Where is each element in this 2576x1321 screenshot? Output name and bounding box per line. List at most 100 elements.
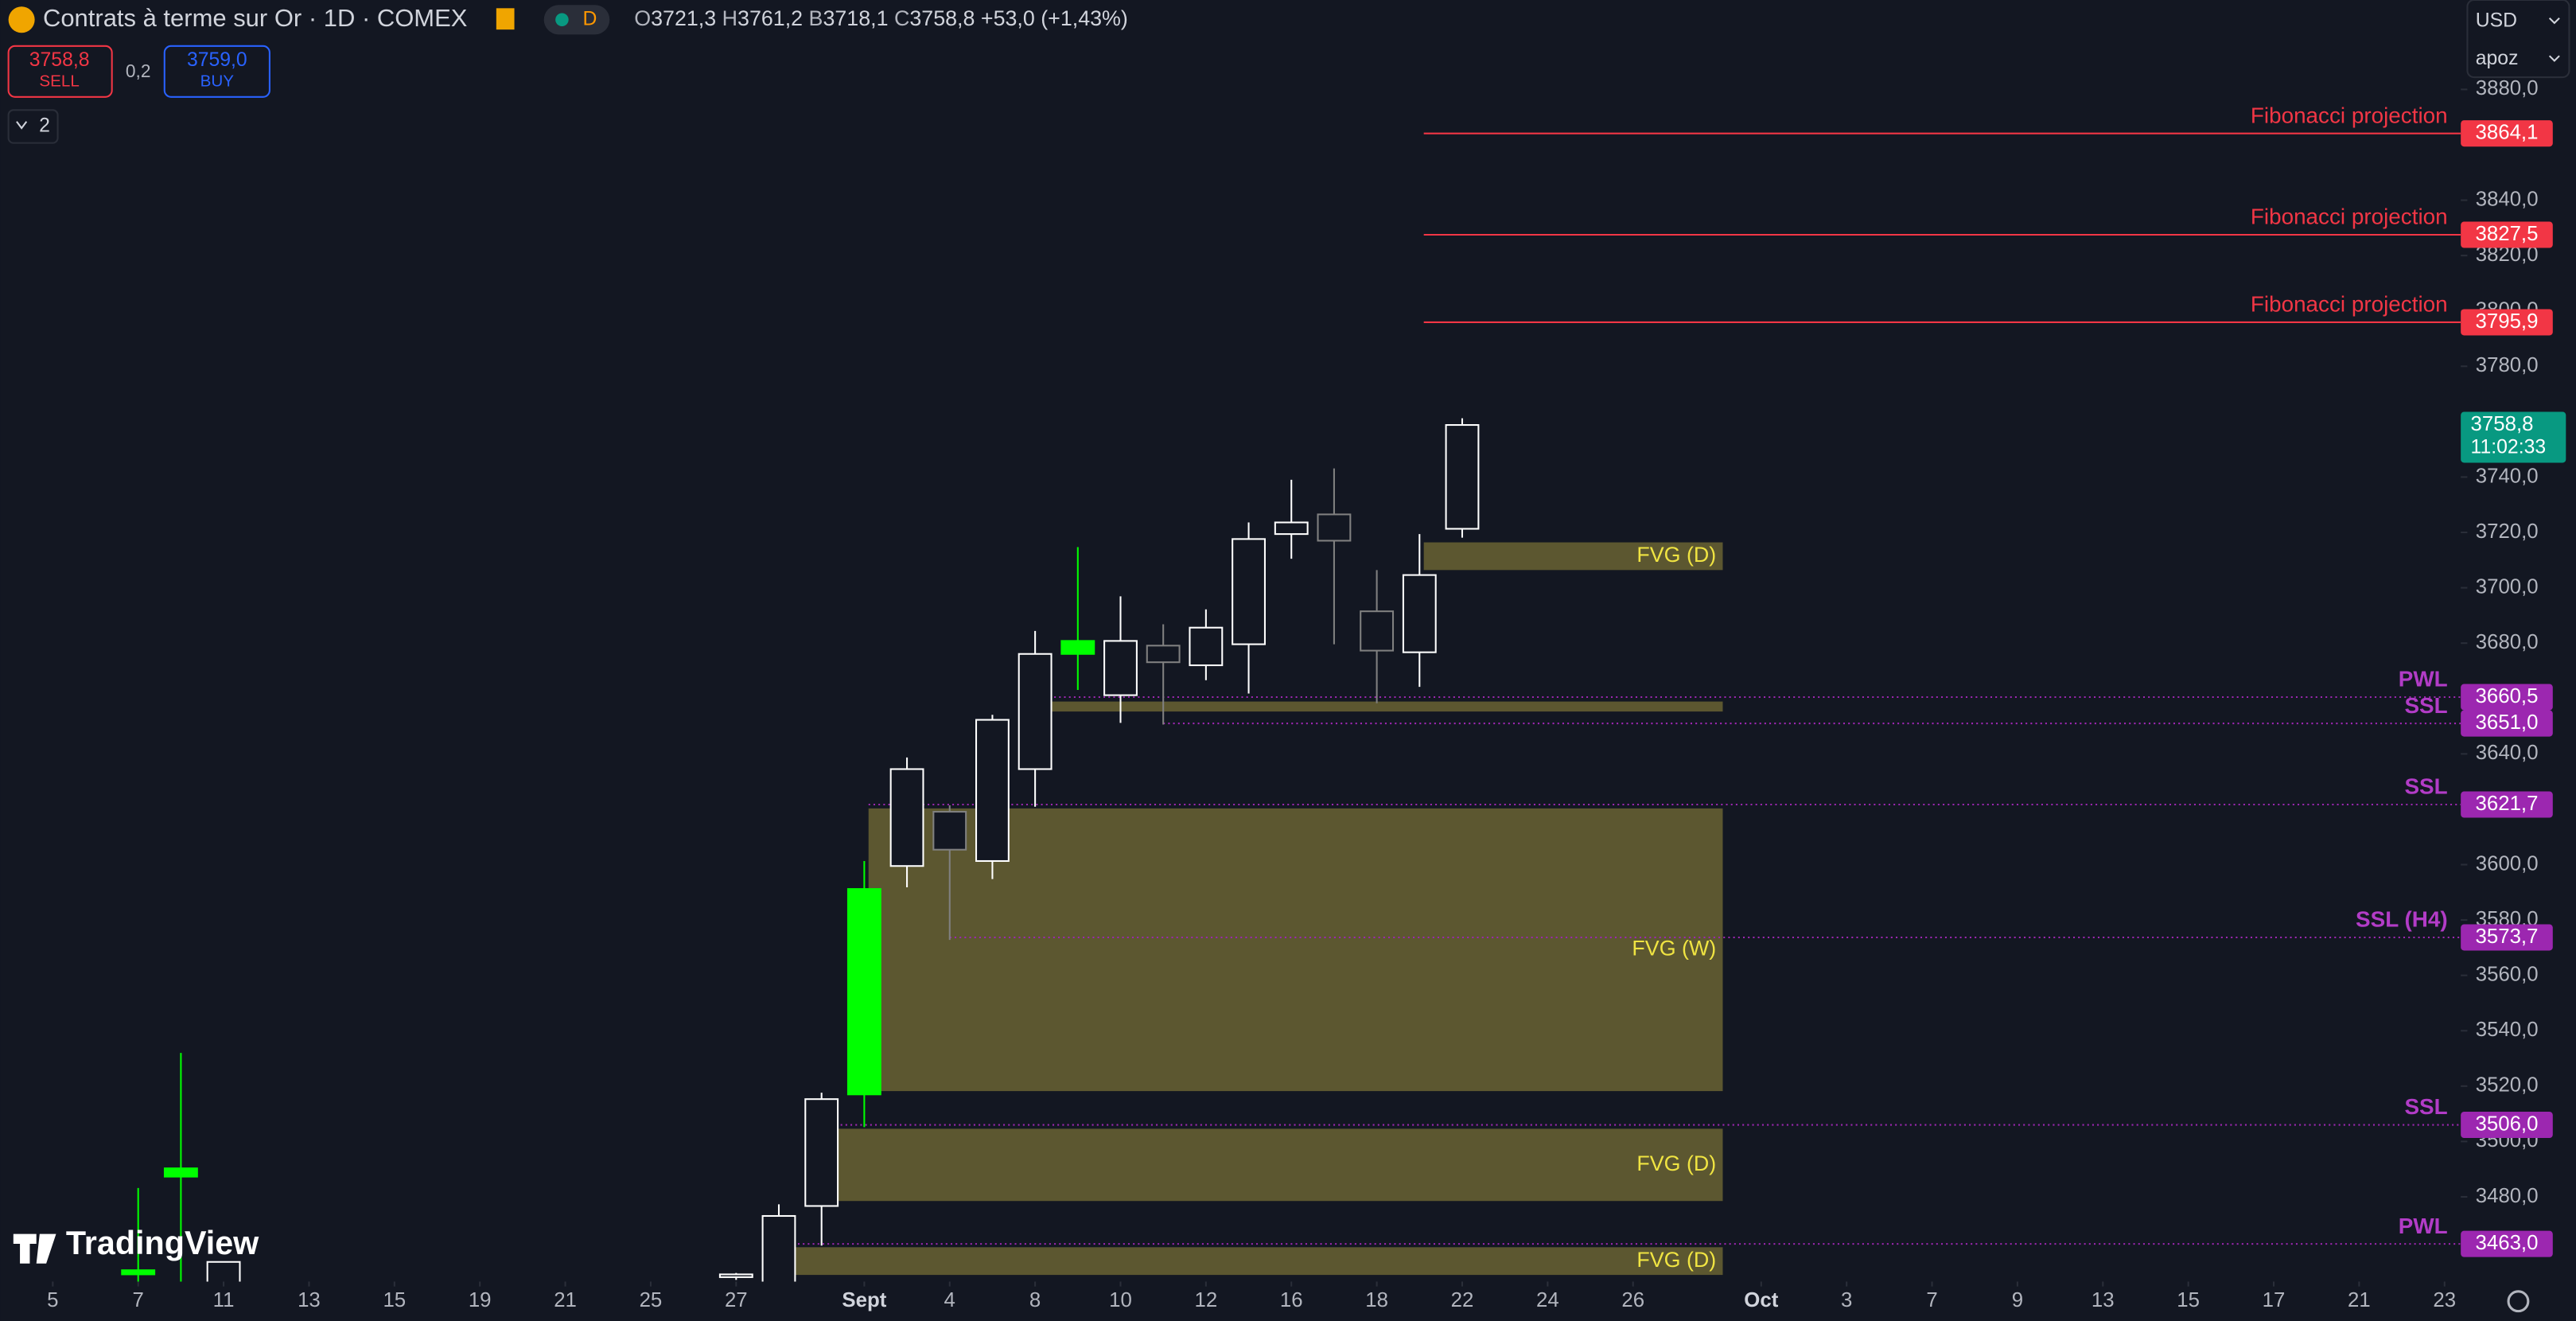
x-tick-label: 24 [1536, 1289, 1559, 1311]
ohlc-key: C [894, 6, 909, 30]
price-flag-label: 3795,9 [2476, 310, 2539, 333]
candle-body [718, 1273, 753, 1278]
price-flag [2461, 684, 2553, 711]
level-name: SSL [2404, 1094, 2447, 1119]
fvg-zone [783, 1247, 1723, 1276]
interval-badge: D [583, 8, 597, 29]
y-tick-label: 3720,0 [2476, 520, 2539, 543]
logo-mark [13, 1233, 56, 1264]
candle-body [846, 888, 881, 1096]
y-tick-label: 3520,0 [2476, 1074, 2539, 1097]
indicators-count: 2 [39, 115, 50, 137]
price-flag-label: 3506,0 [2476, 1113, 2539, 1135]
sell-button[interactable] [7, 45, 113, 98]
chevron [16, 121, 28, 130]
x-tick-label: 17 [2263, 1289, 2286, 1311]
logo: TradingView [66, 1225, 259, 1261]
x-tick-label: 4 [944, 1289, 955, 1311]
last-price-label: 3758,8 [2471, 413, 2534, 435]
price-flag-label: 3651,0 [2476, 711, 2539, 734]
price-flag [2461, 309, 2553, 336]
change: +53,0 (+1,43%) [981, 6, 1128, 30]
ohlc-value: 3718,1 [823, 6, 888, 30]
status-badge[interactable] [543, 5, 610, 35]
x-tick-label: 9 [2012, 1289, 2023, 1311]
candle-body [1360, 610, 1395, 652]
x-tick-label: 7 [133, 1289, 144, 1311]
price-flag [2461, 1230, 2553, 1257]
fvg-zone [868, 808, 1723, 1092]
last-price-flag [2461, 411, 2566, 463]
currency[interactable]: USD [2476, 10, 2517, 31]
x-tick-label: 5 [47, 1289, 58, 1311]
x-tick-label: 25 [640, 1289, 663, 1311]
buy-price: 3759,0 [187, 49, 247, 71]
ohlc-key: H [722, 6, 737, 30]
price-flag-label: 3621,7 [2476, 793, 2539, 815]
candle-body [1018, 653, 1053, 770]
currency-box[interactable] [2466, 0, 2570, 79]
fvg-label: FVG (D) [1636, 1151, 1716, 1175]
fvg-zone [826, 1128, 1723, 1202]
x-tick-label: Oct [1744, 1289, 1778, 1311]
y-tick-label: 3740,0 [2476, 465, 2539, 487]
level-name: SSL [2404, 693, 2447, 718]
y-tick-label: 3560,0 [2476, 963, 2539, 985]
ohlc-key: O [634, 6, 651, 30]
price-flag [2461, 120, 2553, 147]
y-tick-label: 3600,0 [2476, 852, 2539, 875]
indicators-toggle[interactable] [7, 109, 59, 144]
price-flag [2461, 1112, 2553, 1139]
account[interactable]: apoz [2476, 48, 2519, 69]
y-tick-label: 3680,0 [2476, 631, 2539, 653]
x-tick-label: 18 [1365, 1289, 1388, 1311]
candle-body [1146, 645, 1181, 664]
level-name: SSL [2404, 774, 2447, 799]
price-flag [2461, 710, 2553, 737]
x-tick-label: 23 [2433, 1289, 2456, 1311]
x-tick-label: 13 [2092, 1289, 2115, 1311]
status-dot [555, 13, 569, 27]
ohlc: O3721,3 H3761,2 B3718,1 C3758,8 +53,0 (+… [634, 6, 1128, 30]
candle-body [1060, 640, 1095, 655]
candle-body [761, 1214, 796, 1282]
price-flag [2461, 221, 2553, 248]
sell-label: SELL [39, 72, 79, 91]
x-tick-label: 27 [725, 1289, 748, 1311]
candle-body [975, 719, 1010, 863]
buy-button[interactable] [163, 45, 270, 98]
x-tick-label: 8 [1029, 1289, 1041, 1311]
spread: 0,2 [126, 60, 151, 81]
x-tick-label: Sept [842, 1289, 886, 1311]
x-tick-label: 3 [1841, 1289, 1852, 1311]
price-flag-label: 3463,0 [2476, 1232, 2539, 1254]
y-tick-label: 3540,0 [2476, 1019, 2539, 1041]
y-tick-label: 3780,0 [2476, 354, 2539, 376]
x-tick-label: 15 [2177, 1289, 2200, 1311]
x-tick-label: 21 [554, 1289, 577, 1311]
countdown: 11:02:33 [2471, 436, 2547, 458]
level-name: Fibonacci projection [2251, 103, 2448, 127]
settings-icon[interactable] [2507, 1290, 2530, 1313]
x-tick-label: 15 [383, 1289, 406, 1311]
buy-label: BUY [200, 72, 235, 91]
overlay: Contrats à terme sur Or · 1D · COMEX D O… [7, 0, 2570, 1313]
level-name: Fibonacci projection [2251, 292, 2448, 317]
ohlc-key: B [809, 6, 823, 30]
fvg-zone [1423, 542, 1723, 571]
candle-body [804, 1098, 839, 1207]
candle-body [1445, 424, 1480, 530]
price-flag-label: 3660,5 [2476, 685, 2539, 707]
price-flag [2461, 791, 2553, 818]
x-tick-label: 10 [1109, 1289, 1132, 1311]
y-tick-label: 3640,0 [2476, 742, 2539, 764]
fvg-label: FVG (W) [1632, 937, 1716, 961]
candle-body [121, 1269, 156, 1276]
y-tick-label: 3480,0 [2476, 1185, 2539, 1207]
dropdown-chevrons [2548, 17, 2560, 62]
y-tick-label: 3700,0 [2476, 575, 2539, 598]
level-name: SSL (H4) [2356, 907, 2448, 932]
